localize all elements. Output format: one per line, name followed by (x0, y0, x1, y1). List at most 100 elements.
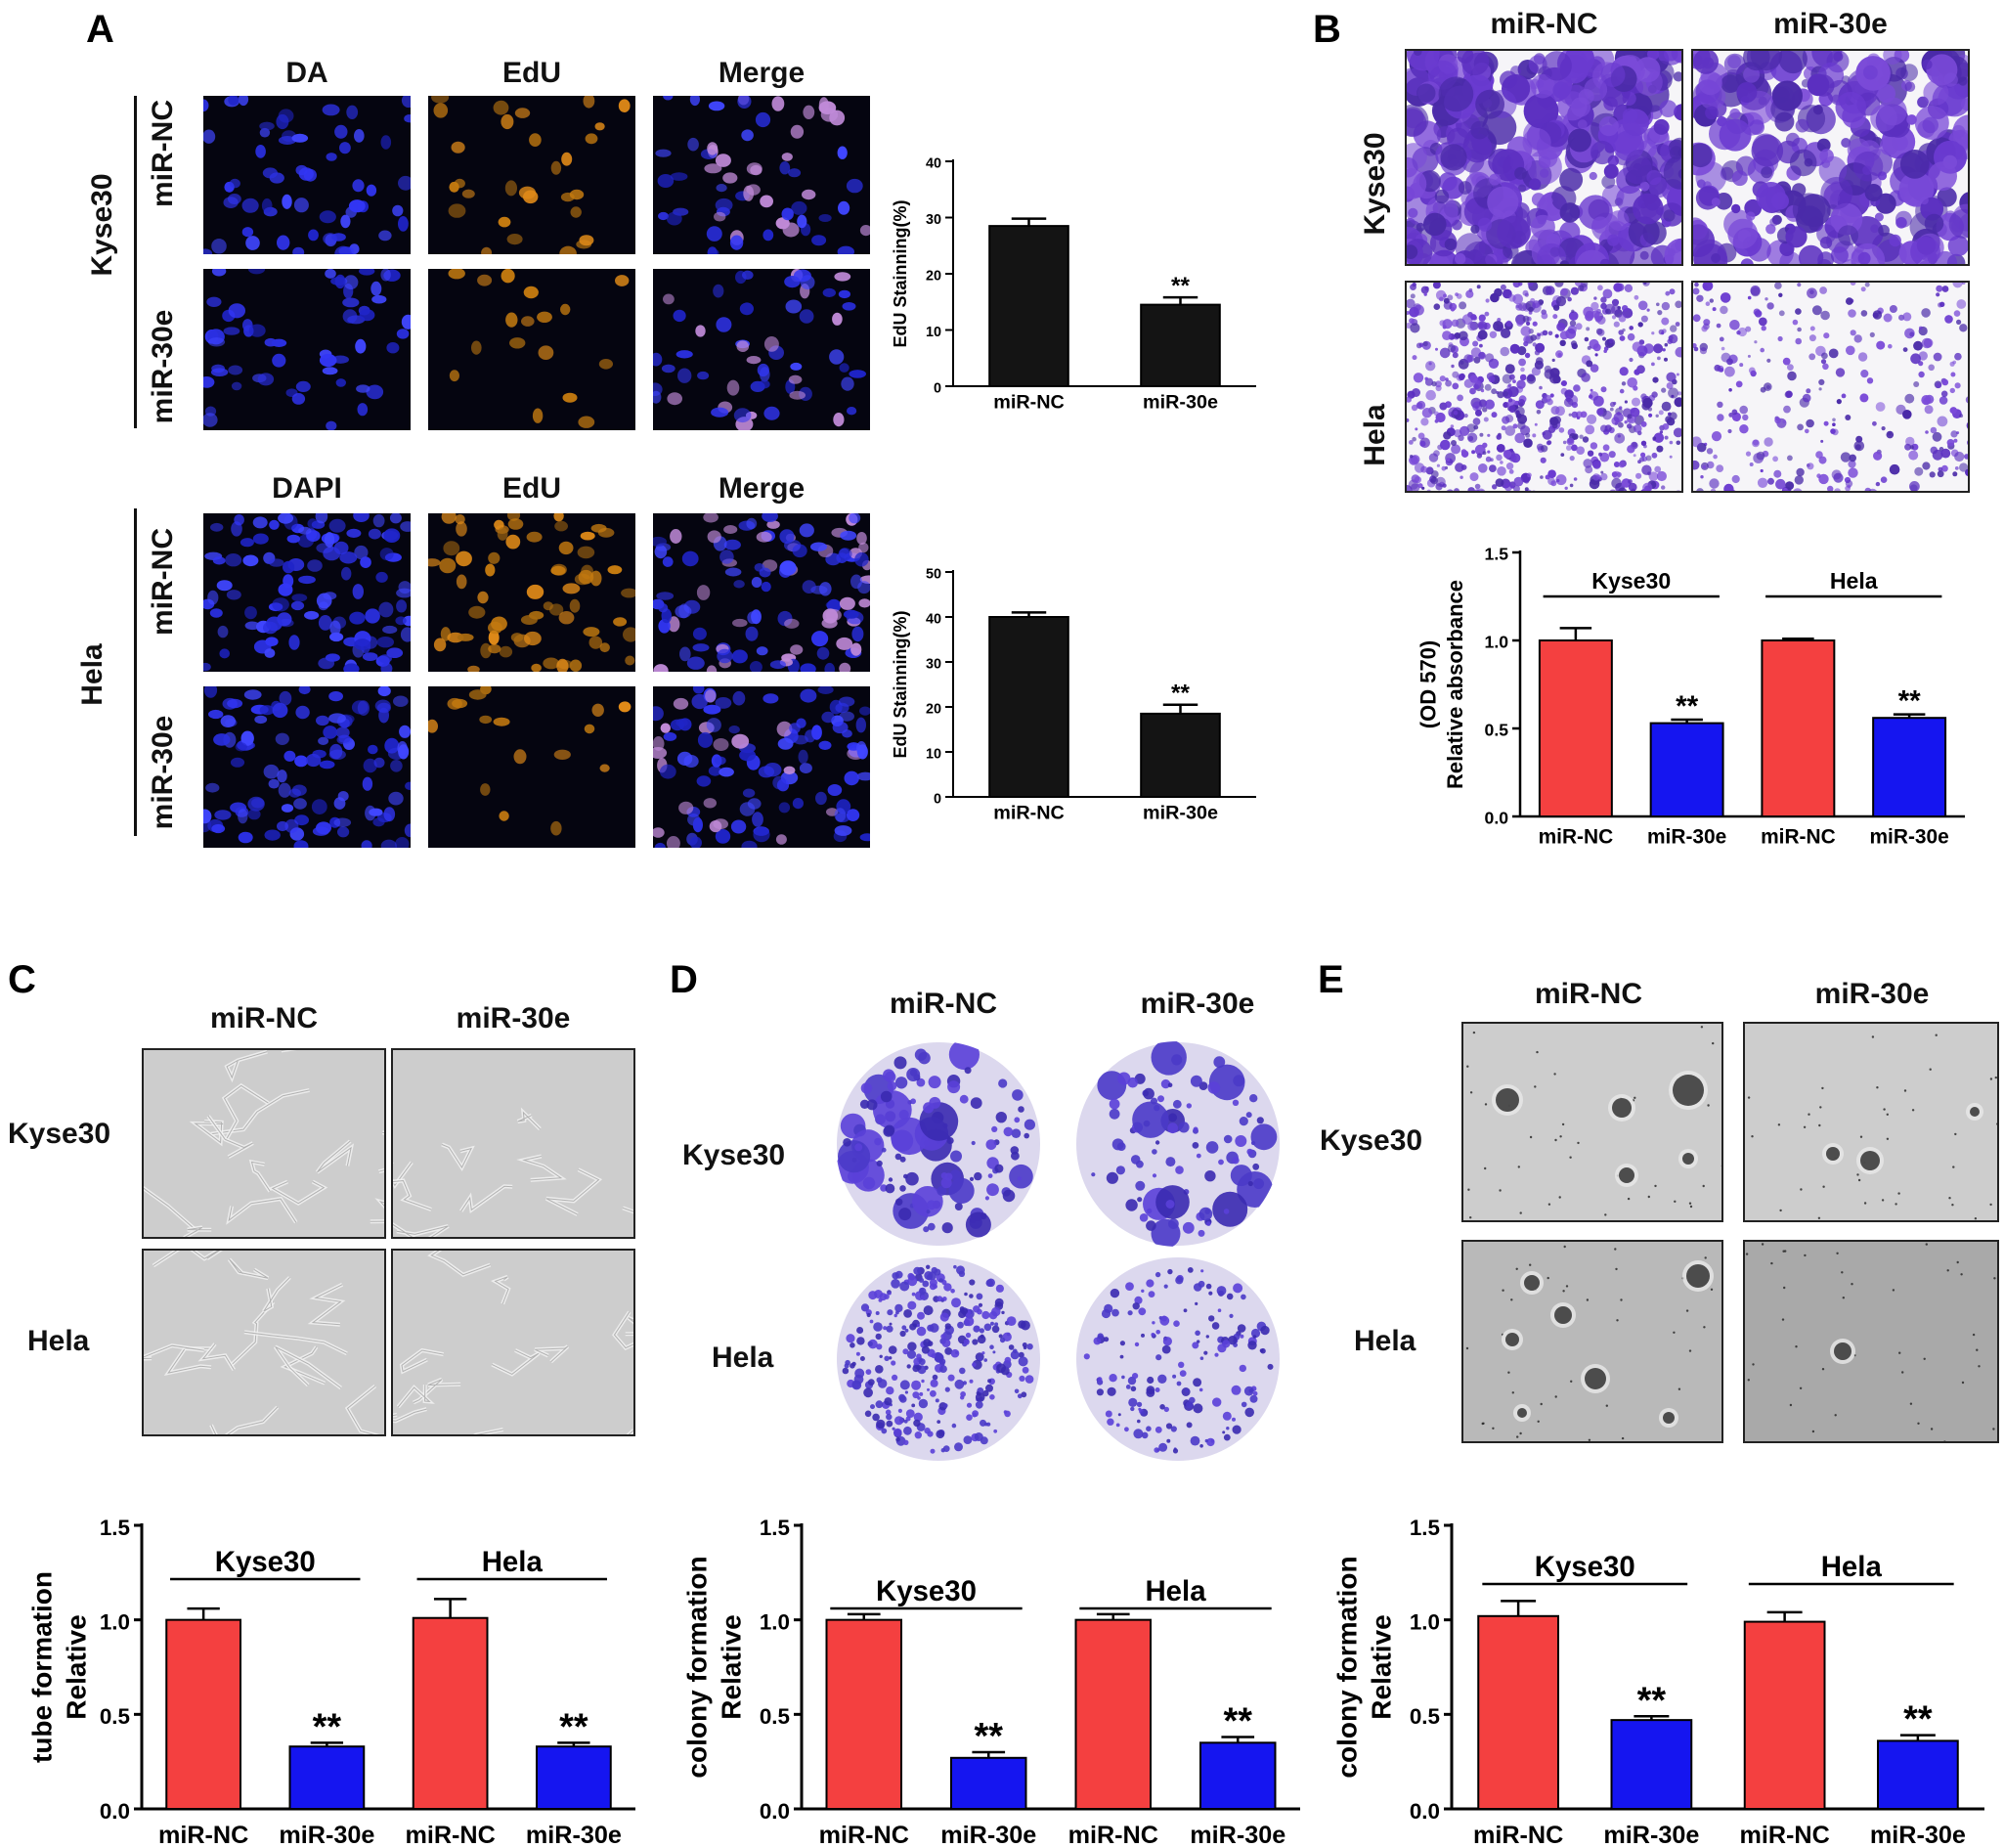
stained-cell-mark (1818, 473, 1829, 485)
b-transwell-kyse-30e (1691, 49, 1970, 266)
stained-cell-mark (1577, 119, 1588, 130)
nucleus-mark (560, 192, 575, 202)
stained-cell-mark (1410, 323, 1420, 333)
stained-cell-mark (1749, 119, 1764, 135)
stained-cell-mark (1587, 345, 1591, 350)
stained-cell-mark (1547, 469, 1556, 478)
stained-cell-mark (1488, 375, 1496, 383)
nucleus-mark (378, 654, 392, 663)
nucleus-mark (839, 662, 851, 672)
nucleus-mark (838, 289, 850, 299)
nucleus-mark (380, 839, 397, 848)
colony-mark (1115, 1423, 1120, 1428)
nucleus-mark (243, 689, 262, 700)
stained-cell-mark (1836, 399, 1842, 405)
stained-cell-mark (1925, 430, 1929, 434)
stained-cell-mark (1476, 285, 1481, 289)
nucleus-mark (846, 178, 863, 194)
e-softagar-kyse-30e (1743, 1022, 1999, 1222)
stained-cell-mark (1417, 483, 1423, 489)
colony-mark (1189, 1396, 1196, 1404)
colony-mark (904, 1328, 909, 1333)
nucleus-mark (488, 643, 501, 654)
y-tick-label: 0.0 (1485, 809, 1509, 828)
colony-mark (944, 1323, 951, 1330)
stained-cell-mark (1819, 149, 1834, 163)
nucleus-mark (663, 731, 677, 741)
colony-mark (875, 1311, 880, 1315)
stained-cell-mark (1508, 405, 1516, 413)
stained-cell-mark (1918, 326, 1923, 330)
nucleus-mark (820, 108, 839, 122)
stained-cell-mark (1425, 389, 1436, 401)
stained-cell-mark (1904, 81, 1916, 92)
x-category-label: miR-30e (940, 1822, 1036, 1848)
stained-cell-mark (1952, 283, 1963, 288)
stained-cell-mark (1479, 343, 1483, 348)
stained-cell-mark (1719, 368, 1724, 373)
colony-mark (912, 1186, 943, 1217)
e-softagar-hela-30e (1743, 1240, 1999, 1443)
nucleus-mark (290, 600, 305, 611)
nucleus-mark (227, 698, 243, 709)
colony-mark (951, 1423, 957, 1429)
nucleus-mark (372, 513, 385, 528)
stained-cell-mark (1539, 385, 1543, 390)
stained-cell-mark (1445, 453, 1456, 463)
colony-mark (919, 1391, 924, 1396)
nucleus-mark (731, 733, 750, 749)
stained-cell-mark (1407, 396, 1412, 403)
nucleus-mark (844, 770, 859, 786)
stained-cell-mark (1445, 401, 1452, 409)
nucleus-mark (235, 742, 247, 752)
nucleus-mark (761, 581, 771, 593)
stained-cell-mark (1628, 479, 1633, 484)
nucleus-mark (240, 730, 254, 746)
nucleus-mark (278, 782, 291, 798)
nucleus-mark (499, 811, 509, 821)
stained-cell-mark (1613, 321, 1620, 328)
nucleus-mark (272, 702, 288, 719)
stained-cell-mark (1949, 361, 1955, 367)
colony-mark (1154, 1426, 1162, 1433)
colony-mark (1157, 1095, 1164, 1103)
colony-mark (888, 1345, 897, 1354)
colony-mark (856, 1337, 865, 1345)
stained-cell-mark (1921, 308, 1931, 318)
colony-mark (864, 1410, 872, 1418)
nucleus-mark (838, 200, 850, 215)
colony-mark (875, 1400, 884, 1409)
micro-hela-nc-dapi (203, 513, 411, 672)
x-category-label: miR-NC (1761, 826, 1836, 849)
stained-cell-mark (1641, 456, 1648, 462)
nucleus-mark (713, 738, 729, 751)
colony-mark (960, 1391, 966, 1397)
stained-cell-mark (1640, 420, 1647, 427)
stained-cell-mark (1484, 383, 1492, 391)
nucleus-mark (653, 827, 665, 838)
stained-cell-mark (1850, 330, 1856, 336)
stained-cell-mark (1651, 452, 1658, 459)
colony-mark (1110, 1288, 1120, 1298)
colony-mark (1167, 1268, 1173, 1275)
stained-cell-mark (1736, 330, 1741, 335)
stained-cell-mark (1758, 317, 1767, 327)
stained-cell-mark (1937, 470, 1944, 478)
e-col-title-30e: miR-30e (1814, 978, 1930, 1010)
nucleus-mark (715, 829, 731, 844)
stained-cell-mark (1569, 456, 1575, 462)
agar-colony-mark (1585, 1368, 1606, 1389)
stained-cell-mark (1420, 418, 1429, 426)
stained-cell-mark (1910, 237, 1940, 264)
stained-cell-mark (1720, 305, 1728, 315)
agar-colony-mark (1612, 1098, 1632, 1118)
colony-mark (1226, 1293, 1234, 1300)
stained-cell-mark (1899, 150, 1930, 179)
stained-cell-mark (1435, 347, 1438, 351)
colony-mark (894, 1077, 908, 1089)
nucleus-mark (706, 665, 718, 672)
nucleus-mark (594, 122, 605, 131)
nucleus-mark (342, 309, 358, 324)
stained-cell-mark (1424, 376, 1428, 381)
stained-cell-mark (1544, 369, 1554, 379)
